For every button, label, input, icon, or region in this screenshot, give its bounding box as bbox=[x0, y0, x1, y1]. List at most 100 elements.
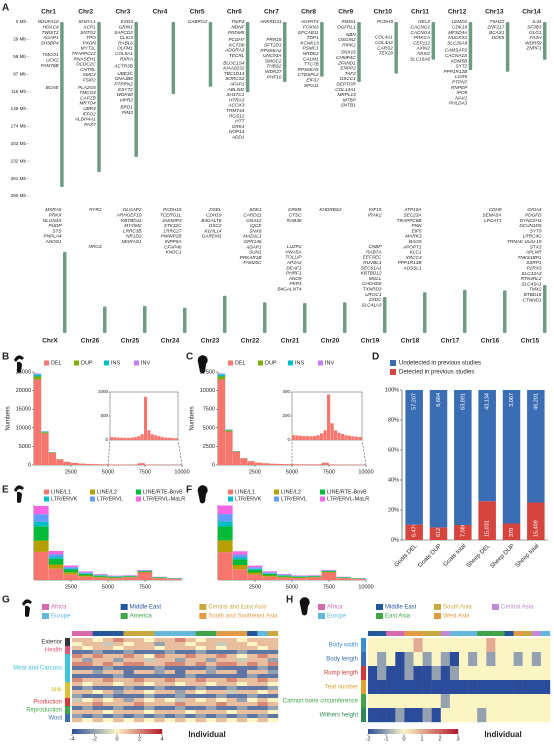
heatmap-cell bbox=[226, 678, 237, 683]
chromosome-label: Chr25 bbox=[121, 338, 140, 345]
heatmap-cell bbox=[123, 650, 134, 655]
heatmap-cell bbox=[133, 654, 145, 659]
histogram-bar bbox=[232, 557, 248, 560]
gene-label: PSMC1 bbox=[302, 46, 319, 51]
region-strip bbox=[164, 631, 176, 636]
gene-label: LRRC27 bbox=[164, 228, 182, 233]
heatmap-cell bbox=[205, 646, 217, 651]
histogram-bar bbox=[321, 571, 337, 573]
heatmap-cell bbox=[495, 666, 505, 681]
heatmap-cell bbox=[257, 714, 268, 719]
inset-bar bbox=[127, 437, 131, 440]
heatmap-cell bbox=[368, 708, 378, 723]
row-group-bar bbox=[65, 698, 70, 706]
heatmap-cell bbox=[92, 714, 104, 719]
histogram-bar bbox=[247, 461, 255, 465]
y-tick-label: 87 Mb bbox=[13, 71, 26, 76]
colorbar-step bbox=[433, 729, 436, 734]
heatmap-cell bbox=[92, 658, 104, 663]
gene-label: NRG3 bbox=[88, 244, 101, 249]
zoom-guide bbox=[107, 439, 111, 466]
gene-label: SFT2D1 bbox=[264, 43, 282, 48]
colorbar-tick-label: -2 bbox=[92, 736, 97, 742]
colorbar-tick-label: -2 bbox=[366, 736, 371, 742]
heatmap-cell bbox=[185, 714, 196, 719]
histogram-bar bbox=[277, 463, 285, 465]
gene-label: TRAPPC12 bbox=[72, 51, 97, 56]
heatmap-cell bbox=[164, 682, 176, 687]
histogram-bar bbox=[63, 461, 71, 465]
gene-label: THBS2 bbox=[266, 64, 282, 69]
heatmap-cell bbox=[247, 638, 258, 643]
gene-label: SLC41A3 bbox=[361, 302, 381, 307]
heatmap-cell bbox=[413, 652, 423, 667]
gene-label: RNASEH1 bbox=[74, 56, 97, 61]
heatmap-cell bbox=[154, 638, 165, 643]
panel-label: D bbox=[372, 352, 379, 363]
heatmap-cell bbox=[236, 654, 248, 659]
heatmap-cell bbox=[431, 694, 441, 709]
histogram-bar bbox=[247, 565, 263, 568]
gene-label: UBR4 bbox=[83, 106, 96, 111]
heatmap-cell bbox=[257, 666, 268, 671]
gene-label: IFFO2 bbox=[82, 111, 96, 116]
gene-label: IRAK2 bbox=[368, 213, 382, 218]
heatmap-cell bbox=[154, 674, 165, 679]
chromosome-label: Chr3 bbox=[115, 9, 130, 16]
row-group-label: Exterior bbox=[41, 640, 62, 646]
y-axis-label: Numbers bbox=[190, 406, 196, 430]
colorbar-step bbox=[99, 729, 102, 734]
histogram-bar bbox=[108, 576, 123, 578]
chromosome bbox=[343, 302, 347, 333]
gene-label: GRK4 bbox=[232, 124, 245, 129]
heatmap-cell bbox=[226, 654, 237, 659]
row-group-bar bbox=[361, 652, 366, 666]
colorbar-step bbox=[96, 729, 100, 734]
colorbar-step bbox=[410, 729, 414, 734]
region-strip bbox=[413, 631, 423, 636]
row-group-bar bbox=[361, 638, 366, 652]
heatmap-cell bbox=[102, 698, 114, 703]
heatmap-cell bbox=[154, 666, 165, 671]
heatmap-cell bbox=[144, 650, 155, 655]
gene-label: KIF15 bbox=[369, 207, 382, 212]
colorbar-step bbox=[139, 729, 142, 734]
heatmap-cell bbox=[164, 698, 176, 703]
gene-label: PRR18 bbox=[266, 37, 282, 42]
heatmap-cell bbox=[154, 686, 165, 691]
gene-label: PKP3 bbox=[290, 281, 302, 286]
heatmap-cell bbox=[216, 714, 227, 719]
heatmap-cell bbox=[386, 666, 396, 681]
heatmap-cell bbox=[513, 694, 523, 709]
heatmap-cell bbox=[226, 706, 237, 711]
histogram-bar bbox=[232, 554, 248, 558]
bar bbox=[405, 390, 423, 525]
legend-label: Central and East Asia bbox=[208, 605, 266, 611]
heatmap-cell bbox=[495, 652, 505, 667]
heatmap-cell bbox=[133, 710, 145, 715]
histogram-bar bbox=[329, 464, 337, 465]
gene-label: ANO9 bbox=[288, 276, 302, 281]
heatmap-cell bbox=[113, 658, 124, 663]
colorbar-step bbox=[83, 729, 86, 734]
inset-bar bbox=[174, 438, 178, 440]
gene-label: BCHE bbox=[46, 85, 60, 90]
panel-label: A bbox=[2, 3, 9, 14]
colorbar-tick-label: 0 bbox=[402, 736, 405, 742]
legend-swatch bbox=[120, 604, 128, 610]
heatmap-cell bbox=[144, 654, 155, 659]
histogram-bar bbox=[48, 564, 64, 569]
histogram-bar bbox=[63, 569, 79, 573]
chromosome-label: Chr16 bbox=[481, 338, 500, 345]
goat-icon-e bbox=[14, 485, 24, 503]
heatmap-cell bbox=[495, 694, 505, 709]
histogram-bar bbox=[262, 573, 277, 574]
colorbar-tick-label: 4 bbox=[160, 736, 163, 742]
bar bbox=[429, 527, 448, 540]
histogram-bar bbox=[247, 568, 263, 570]
y-tick-label: 0 Mb bbox=[16, 19, 27, 24]
histogram-bar bbox=[306, 577, 322, 580]
heatmap-cell bbox=[247, 654, 258, 659]
heatmap-cell bbox=[247, 710, 258, 715]
